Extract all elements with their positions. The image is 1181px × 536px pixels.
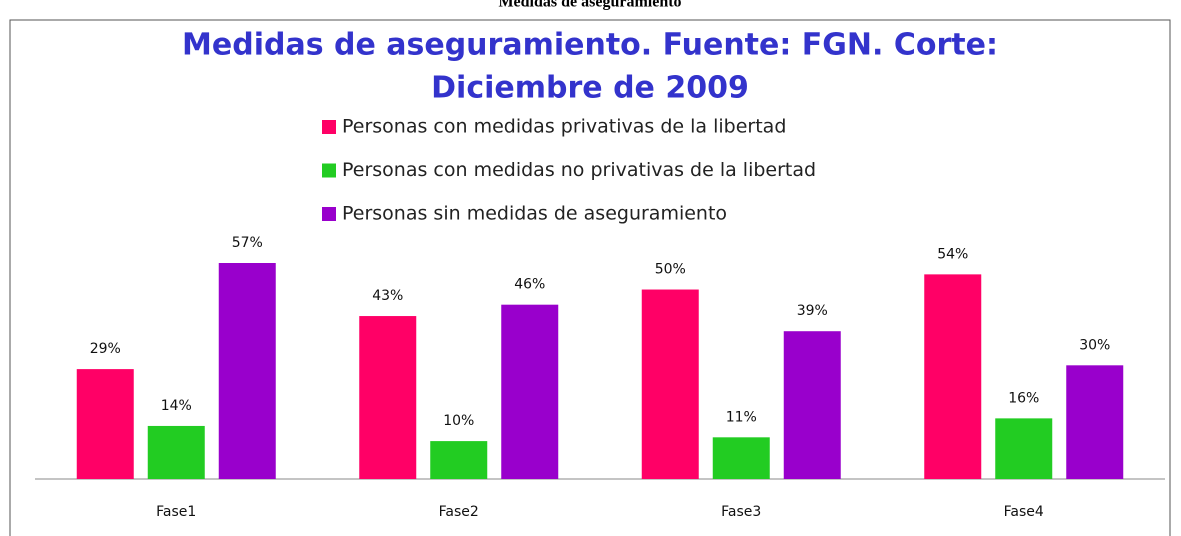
data-label: 50%	[655, 262, 686, 278]
bar	[76, 369, 134, 479]
legend-swatch	[322, 163, 336, 178]
data-label: 39%	[797, 303, 828, 319]
bar	[218, 263, 276, 479]
chart-border	[9, 19, 1171, 536]
data-label: 43%	[372, 288, 403, 304]
data-label: 46%	[514, 277, 545, 293]
caption: Medidas de aseguramiento	[498, 0, 681, 11]
chart-title: Diciembre de 2009	[431, 71, 749, 106]
x-tick-label: Fase4	[1004, 504, 1044, 520]
legend-label: Personas con medidas no privativas de la…	[342, 159, 816, 181]
bar	[147, 425, 205, 479]
bar	[1066, 365, 1124, 479]
bar	[995, 418, 1053, 479]
bar	[359, 316, 417, 479]
data-label: 10%	[443, 413, 474, 429]
data-label: 30%	[1079, 337, 1110, 353]
bar	[924, 274, 982, 479]
data-label: 14%	[161, 398, 192, 414]
data-label: 29%	[90, 341, 121, 357]
legend-swatch	[322, 207, 336, 221]
x-tick-label: Fase1	[156, 504, 196, 520]
data-label: 57%	[232, 235, 263, 251]
legend-label: Personas con medidas privativas de la li…	[342, 116, 786, 138]
data-label: 16%	[1008, 390, 1039, 406]
chart-title: Medidas de aseguramiento. Fuente: FGN. C…	[182, 28, 998, 63]
bar	[783, 331, 841, 479]
bar	[430, 441, 488, 479]
legend-label: Personas sin medidas de aseguramiento	[342, 203, 727, 225]
bar	[712, 437, 770, 479]
x-tick-label: Fase3	[721, 504, 761, 520]
legend-swatch	[322, 120, 336, 134]
bar	[641, 289, 699, 479]
bar	[501, 304, 559, 479]
data-label: 54%	[937, 246, 968, 262]
x-tick-label: Fase2	[439, 504, 479, 520]
data-label: 11%	[726, 409, 757, 425]
